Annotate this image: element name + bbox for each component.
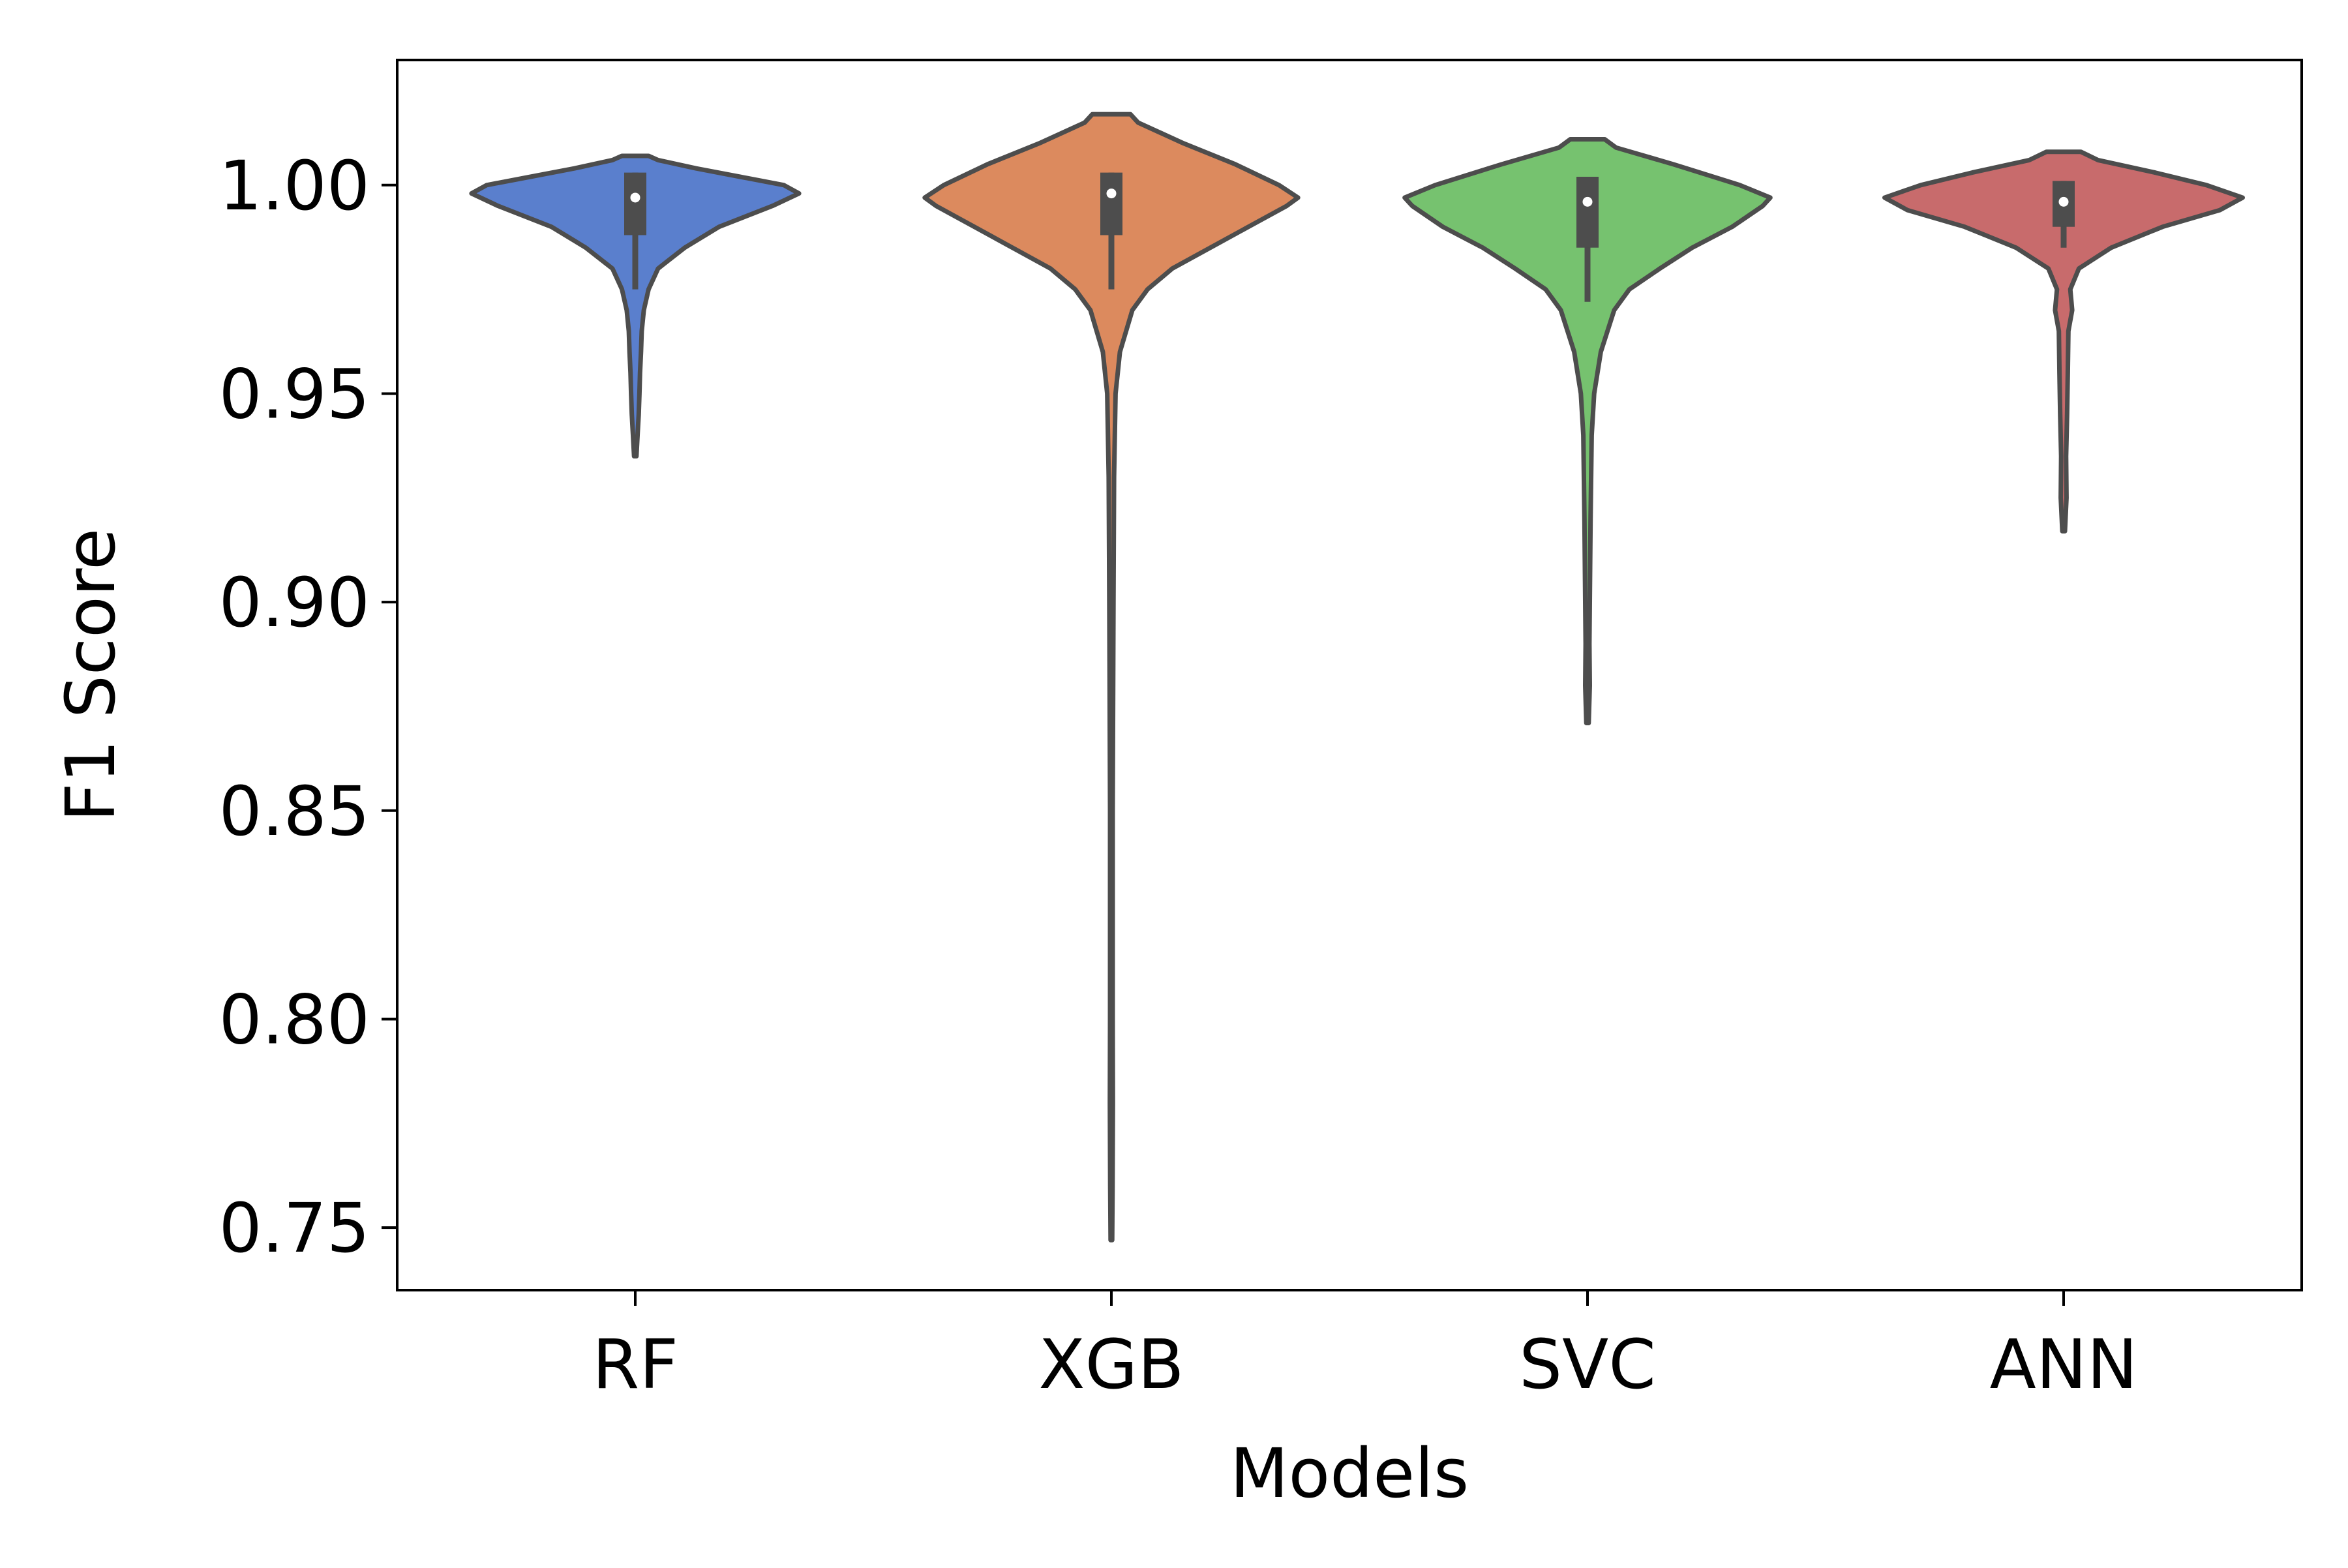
y-tick-label: 0.90 — [218, 563, 370, 642]
violin-rf — [469, 153, 802, 459]
x-tick-label: ANN — [1990, 1325, 2138, 1404]
violin-iqr-box — [1100, 172, 1122, 235]
x-axis-label: Models — [1230, 1434, 1469, 1513]
plot-area — [469, 112, 2245, 1243]
y-tick-label: 0.95 — [218, 354, 370, 434]
y-tick-label: 1.00 — [218, 146, 370, 226]
violin-svc — [1402, 137, 1773, 725]
x-tick-label: RF — [592, 1325, 678, 1404]
violin-median-point — [2058, 196, 2069, 207]
y-axis: 0.75 0.80 0.85 0.90 0.95 1.00 — [218, 146, 397, 1268]
x-axis: RF XGB SVC ANN — [592, 1290, 2137, 1404]
axes-frame — [396, 59, 2303, 1291]
violin-median-point — [630, 192, 640, 203]
y-axis-label: F1 Score — [51, 528, 130, 822]
y-tick-label: 0.80 — [218, 980, 370, 1059]
violin-median-point — [1582, 196, 1593, 207]
violin-median-point — [1106, 188, 1117, 199]
violin-body — [1402, 137, 1773, 725]
y-tick-label: 0.85 — [218, 772, 370, 851]
violin-iqr-box — [624, 172, 646, 235]
y-tick-label: 0.75 — [218, 1188, 370, 1268]
violin-body — [1882, 149, 2245, 534]
violin-iqr-box — [1576, 177, 1599, 248]
x-tick-label: SVC — [1519, 1325, 1656, 1404]
violin-body — [469, 153, 802, 459]
violin-ann — [1882, 149, 2245, 534]
violin-body — [922, 112, 1301, 1243]
x-tick-label: XGB — [1038, 1325, 1184, 1404]
violin-xgb — [922, 112, 1301, 1243]
